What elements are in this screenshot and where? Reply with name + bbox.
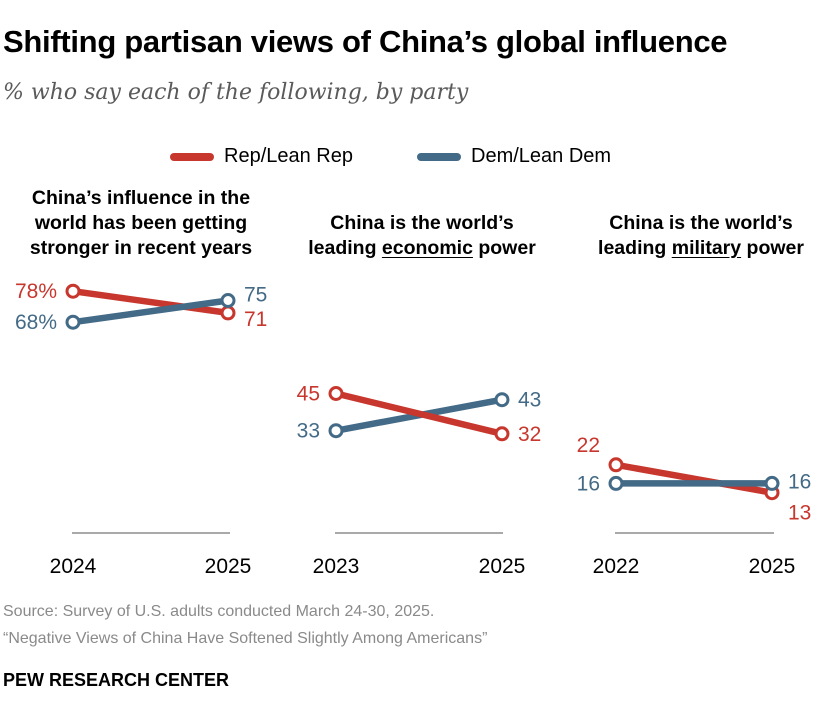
chart-title: Shifting partisan views of China’s globa… bbox=[3, 24, 728, 59]
source-note: Source: Survey of U.S. adults conducted … bbox=[3, 603, 435, 620]
panel-2-data-label-dem-2025: 43 bbox=[518, 389, 541, 412]
panel-1-data-label-dem-2025: 75 bbox=[244, 284, 267, 307]
legend-item-dem: Dem/Lean Dem bbox=[417, 145, 611, 168]
panel-3-x-tick-label: 2025 bbox=[749, 555, 796, 578]
panel-2-data-label-rep-2023: 45 bbox=[297, 383, 320, 406]
panel-3-series-line-rep bbox=[612, 461, 776, 496]
panel-1-x-tick-label: 2025 bbox=[205, 555, 252, 578]
panel-3-data-label-dem-2025: 16 bbox=[788, 470, 811, 493]
panel-2-point-dem-2023 bbox=[328, 423, 344, 439]
panel-3-title-pre: leading bbox=[598, 237, 672, 259]
panel-1-title-line-3: stronger in recent years bbox=[29, 237, 253, 259]
legend-label-dem: Dem/Lean Dem bbox=[471, 145, 612, 167]
panel-3-title-line-1: China is the world’s bbox=[609, 212, 793, 234]
panel-1-data-label-dem-2024: 68% bbox=[15, 311, 57, 334]
panel-3-point-rep-2022 bbox=[608, 457, 624, 473]
panel-3-data-label-rep-2025: 13 bbox=[788, 502, 811, 525]
legend-item-rep: Rep/Lean Rep bbox=[170, 145, 353, 168]
panel-2-point-rep-2023 bbox=[328, 386, 344, 401]
chart-subtitle: % who say each of the following, by part… bbox=[3, 80, 469, 105]
panel-2-title-line-2: leading economic power bbox=[282, 236, 562, 261]
panel-2-title-emphasis: economic bbox=[381, 237, 473, 259]
panel-3-title-emphasis: military bbox=[671, 237, 742, 259]
panel-1-series-line-dem bbox=[69, 297, 232, 326]
panel-1-point-dem-2025 bbox=[220, 293, 236, 308]
panel-3-x-tick-label: 2022 bbox=[593, 555, 640, 578]
panel-3-data-label-rep-2022: 22 bbox=[577, 434, 600, 457]
legend: Rep/Lean Rep Dem/Lean Dem bbox=[0, 145, 840, 175]
panel-1-point-rep-2024 bbox=[65, 283, 81, 299]
panel-3-title-post: power bbox=[741, 237, 804, 259]
panel-1-series-line-rep bbox=[69, 287, 232, 317]
panel-3-title: China is the world’s leading military po… bbox=[562, 211, 840, 261]
panel-3-point-dem-2022 bbox=[608, 475, 624, 491]
panel-1-title: China’s influence in the world has been … bbox=[0, 186, 282, 261]
panel-3-title-line-2: leading military power bbox=[562, 236, 840, 261]
panel-2-series-line-rep bbox=[332, 390, 506, 438]
panel-1-title-line-1: China’s influence in the bbox=[31, 187, 251, 209]
legend-swatch-dem bbox=[417, 152, 461, 161]
panel-2-data-label-rep-2025: 32 bbox=[518, 423, 541, 446]
panel-1-data-label-rep-2025: 71 bbox=[244, 308, 267, 331]
panel-2-title-line-1: China is the world’s bbox=[330, 212, 514, 234]
panel-3-data-label-dem-2022: 16 bbox=[577, 472, 600, 495]
panel-3-point-dem-2025 bbox=[764, 475, 780, 491]
panel-2-title-pre: leading bbox=[308, 237, 382, 259]
panel-1-title-line-2: world has been getting bbox=[34, 212, 248, 234]
panel-1-data-label-rep-2024: 78% bbox=[15, 280, 57, 303]
panel-2-point-dem-2025 bbox=[494, 392, 510, 408]
panel-2-x-tick-label: 2025 bbox=[479, 555, 526, 578]
panel-2-x-tick-label: 2023 bbox=[313, 555, 360, 578]
brand-logo-text: PEW RESEARCH CENTER bbox=[3, 670, 230, 690]
panel-2-title: China is the world’s leading economic po… bbox=[282, 211, 562, 261]
panel-1-point-rep-2025 bbox=[220, 305, 236, 321]
report-title: “Negative Views of China Have Softened S… bbox=[3, 630, 488, 647]
panel-1-x-tick-label: 2024 bbox=[50, 555, 97, 578]
panel-2-point-rep-2025 bbox=[494, 426, 510, 442]
panel-1-point-dem-2024 bbox=[65, 314, 81, 330]
panel-2-title-post: power bbox=[472, 237, 536, 259]
legend-swatch-rep bbox=[170, 152, 214, 161]
panel-2-data-label-dem-2023: 33 bbox=[297, 420, 320, 443]
legend-label-rep: Rep/Lean Rep bbox=[224, 145, 353, 167]
